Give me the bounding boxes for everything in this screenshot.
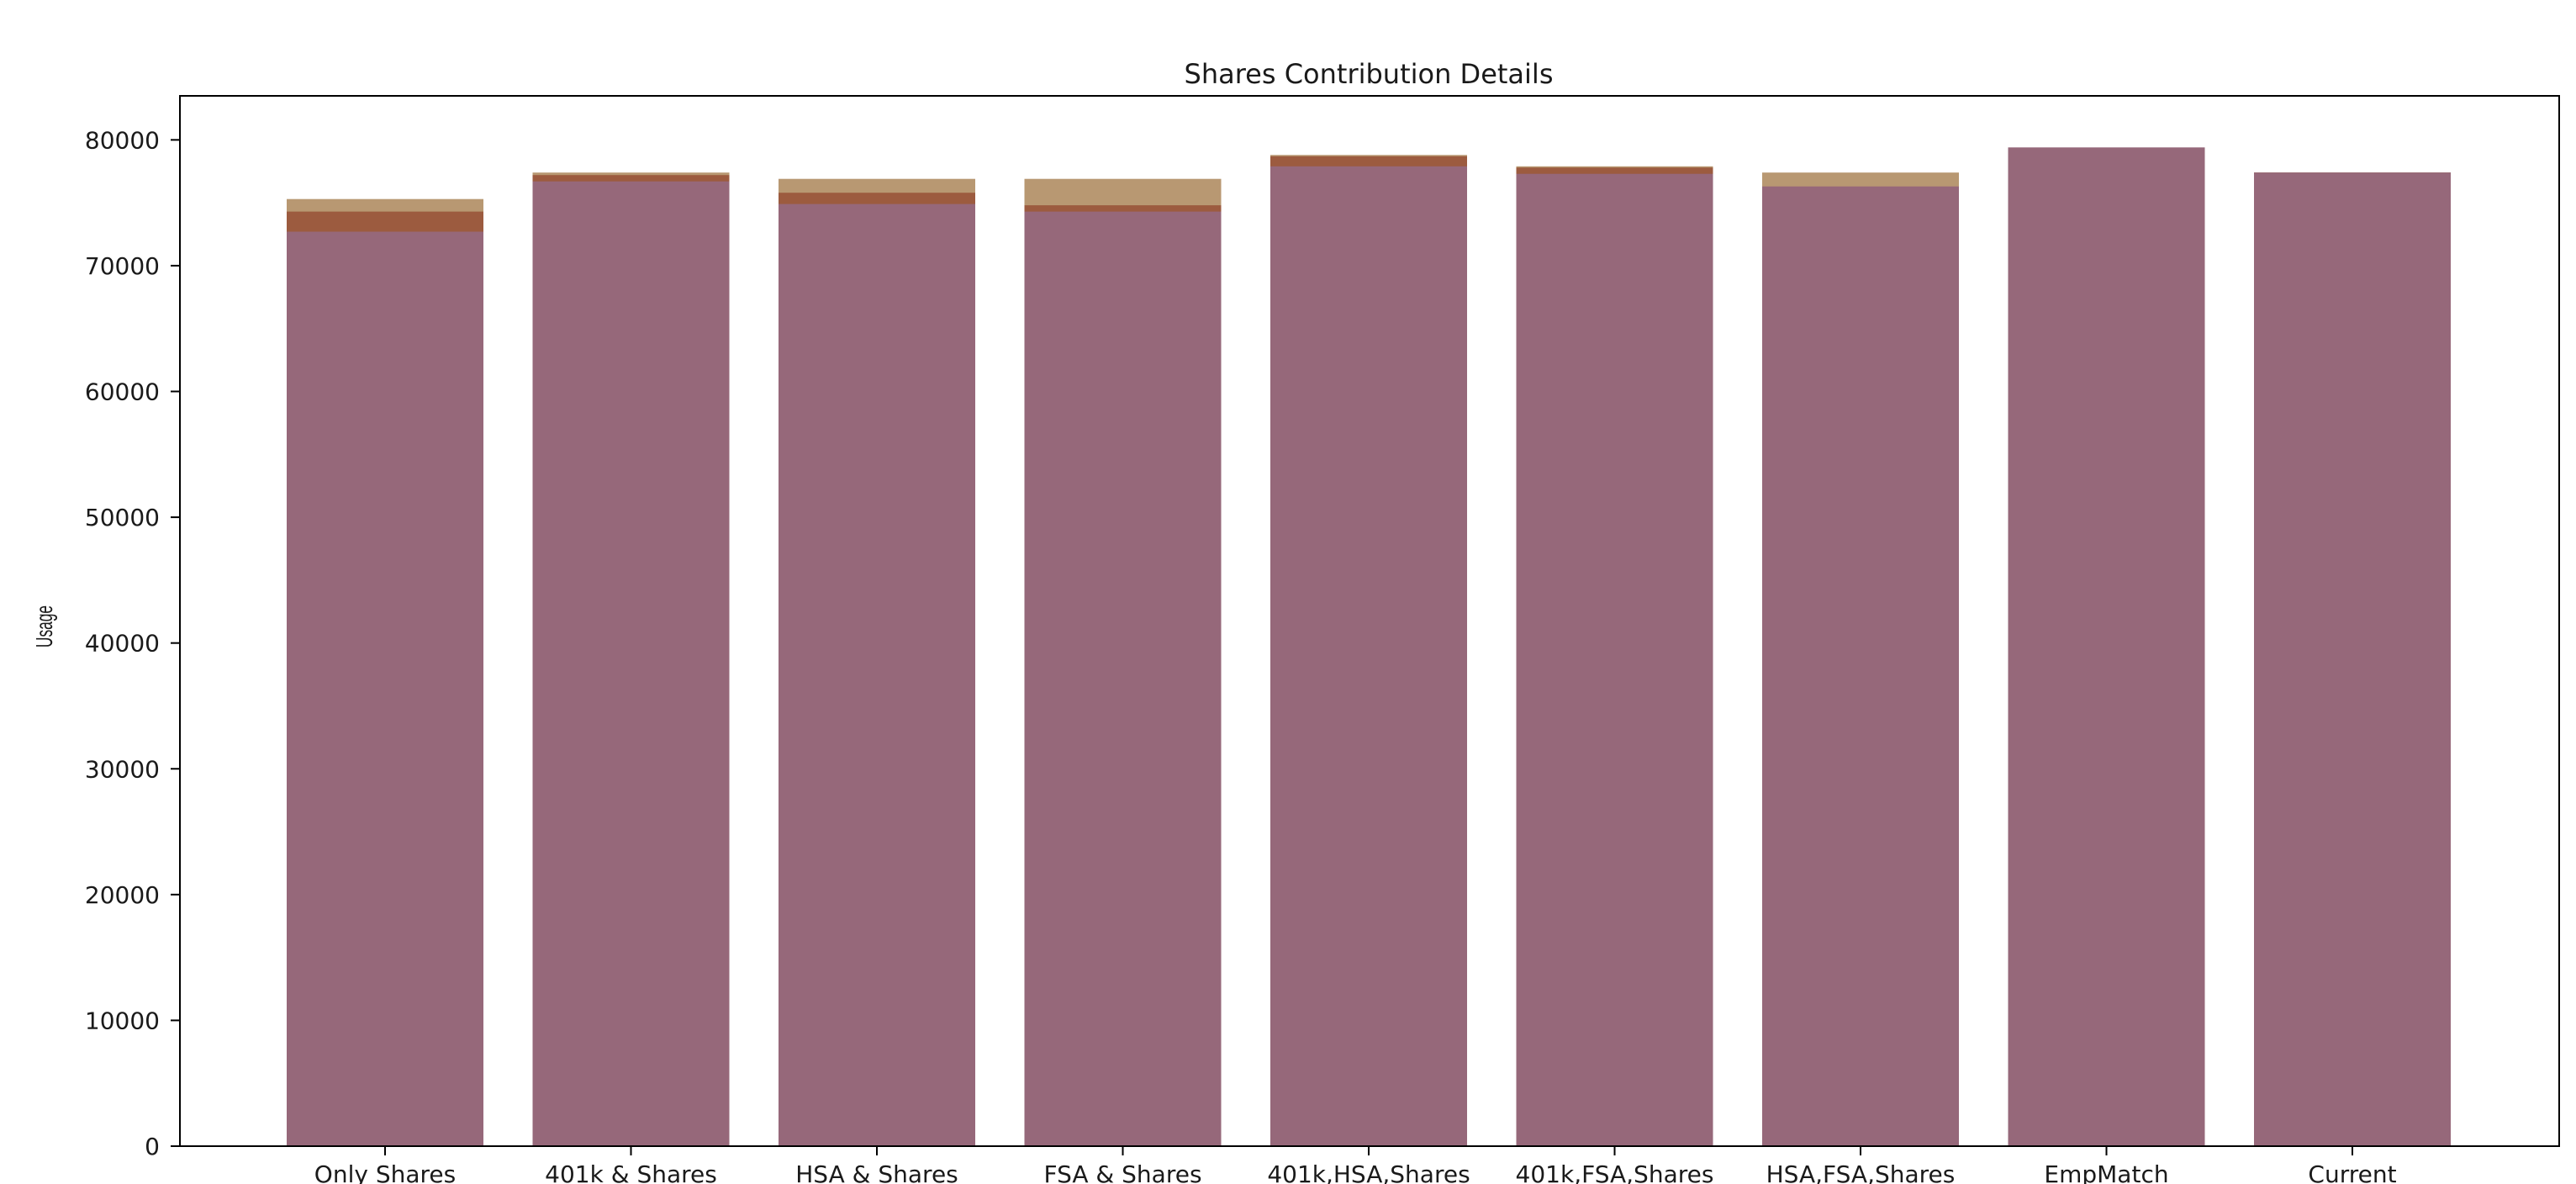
bars-layer [287, 147, 2451, 1147]
x-tick-label: FSA & Shares [1043, 1160, 1201, 1184]
bar-series3-1 [287, 231, 483, 1146]
bar-series3-6 [1516, 173, 1713, 1147]
y-axis-label: Usage [31, 605, 57, 648]
y-tick-label: 0 [145, 1133, 160, 1160]
bar-series3-7 [1762, 186, 1959, 1147]
y-tick-label: 30000 [85, 755, 160, 783]
y-tick-label: 40000 [85, 630, 160, 658]
chart-title: Shares Contribution Details [1185, 58, 1554, 90]
x-tick-label: 401k,FSA,Shares [1516, 1160, 1714, 1184]
y-tick-label: 10000 [85, 1007, 160, 1034]
x-tick-label: 401k & Shares [545, 1160, 717, 1184]
bar-series3-3 [779, 204, 975, 1147]
x-tick-label: EmpMatch [2044, 1160, 2168, 1184]
x-tick-label: Current [2308, 1160, 2396, 1184]
x-tick-label: HSA & Shares [795, 1160, 958, 1184]
bar-series3-2 [532, 181, 730, 1147]
bar-series3-5 [1270, 166, 1467, 1146]
y-tick-label: 70000 [85, 252, 160, 280]
x-tick-label: HSA,FSA,Shares [1766, 1160, 1956, 1184]
bar-series3-9 [2254, 172, 2451, 1147]
x-axis: Only Shares 401k & Shares HSA & Shares FSA … [314, 1146, 2397, 1184]
bar-series3-4 [1024, 211, 1222, 1147]
y-tick-label: 80000 [85, 126, 160, 154]
bar-series3-8 [2008, 147, 2205, 1146]
y-tick-label: 60000 [85, 378, 160, 406]
x-tick-label: 401k,HSA,Shares [1267, 1160, 1470, 1184]
x-tick-label: Only Shares [314, 1160, 456, 1184]
y-tick-label: 50000 [85, 504, 160, 531]
plot-frame [179, 95, 2560, 1147]
y-axis: 0 10000 20000 30000 40000 50000 60000 70000 8000… [85, 126, 180, 1160]
y-tick-label: 20000 [85, 881, 160, 909]
